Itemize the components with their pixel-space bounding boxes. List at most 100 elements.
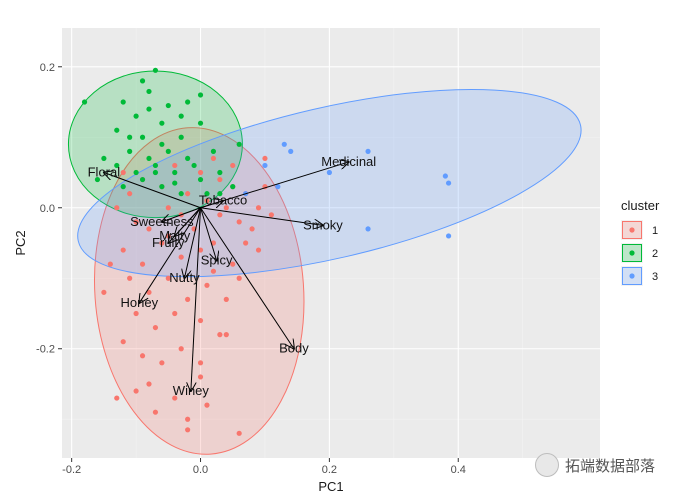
point-cluster-2 <box>120 99 126 105</box>
legend-label-1: 1 <box>652 225 658 237</box>
point-cluster-2 <box>185 155 191 162</box>
point-cluster-2 <box>159 120 165 126</box>
point-cluster-1 <box>178 346 184 352</box>
grid-lines <box>62 28 600 458</box>
point-cluster-1 <box>204 402 210 408</box>
point-cluster-3 <box>326 169 332 176</box>
loading-arrow-smoky <box>200 207 323 226</box>
point-cluster-1 <box>101 289 107 295</box>
point-cluster-1 <box>249 226 255 232</box>
loading-label-tobacco: Tobacco <box>199 193 247 208</box>
point-cluster-1 <box>204 198 210 204</box>
point-cluster-2 <box>204 191 210 197</box>
point-cluster-1 <box>204 282 210 288</box>
legend-label-3: 3 <box>652 271 658 283</box>
cluster-ellipse-1 <box>93 127 305 455</box>
point-cluster-3 <box>442 173 448 179</box>
point-cluster-1 <box>255 205 262 211</box>
loading-label-nutty: Nutty <box>169 270 200 285</box>
point-cluster-2 <box>133 113 139 119</box>
legend-point-2 <box>629 250 635 256</box>
point-cluster-1 <box>197 317 204 324</box>
point-cluster-1 <box>133 219 139 225</box>
loading-label-sweetness: Sweetness <box>130 214 194 229</box>
point-cluster-1 <box>185 427 191 433</box>
watermark: 拓端数据部落 <box>534 453 655 477</box>
legend-label-2: 2 <box>652 248 658 260</box>
loading-arrow-body <box>200 207 294 349</box>
point-cluster-2 <box>152 67 159 73</box>
point-cluster-1 <box>210 268 217 274</box>
x-tick-label: 0.2 <box>322 464 337 476</box>
wechat-logo-icon <box>534 453 559 477</box>
axes: -0.2 0.0 0.2 0.4 0.2 0.0 -0.2 PC1 PC2 <box>13 62 466 494</box>
point-cluster-1 <box>268 212 275 218</box>
loading-arrow-floral <box>104 173 201 209</box>
loading-arrow-medicinal <box>200 162 349 209</box>
point-cluster-1 <box>127 191 133 197</box>
point-cluster-1 <box>178 254 184 260</box>
point-cluster-2 <box>114 127 120 133</box>
point-cluster-1 <box>262 155 268 162</box>
point-cluster-1 <box>107 261 113 267</box>
loading-label-honey: Honey <box>121 295 159 310</box>
point-cluster-2 <box>217 169 223 176</box>
point-cluster-1 <box>114 205 120 211</box>
point-cluster-2 <box>146 106 152 112</box>
point-cluster-1 <box>159 360 165 366</box>
point-cluster-1 <box>120 247 126 253</box>
point-cluster-3 <box>445 233 452 239</box>
point-cluster-2 <box>133 169 139 176</box>
point-cluster-3 <box>365 226 371 232</box>
point-cluster-2 <box>139 176 146 183</box>
point-cluster-1 <box>197 374 204 380</box>
point-cluster-3 <box>288 148 294 154</box>
x-tick-label: 0.4 <box>451 464 466 476</box>
loading-arrow-spicy <box>200 207 217 261</box>
point-cluster-2 <box>210 148 217 154</box>
legend-point-3 <box>629 273 635 279</box>
point-cluster-1 <box>230 162 236 169</box>
loading-arrow-tobacco <box>200 201 224 209</box>
point-cluster-1 <box>139 261 146 267</box>
legend: cluster 1 2 3 <box>621 198 660 286</box>
loading-label-fruity: Fruity <box>152 235 185 250</box>
point-cluster-2 <box>230 184 236 190</box>
point-cluster-2 <box>139 78 146 84</box>
point-cluster-2 <box>236 141 242 147</box>
point-cluster-2 <box>114 162 120 169</box>
cluster-ellipse-3 <box>77 88 582 278</box>
point-cluster-2 <box>197 176 204 183</box>
point-cluster-1 <box>236 219 242 225</box>
legend-point-1 <box>629 227 635 233</box>
legend-title: cluster <box>621 198 660 213</box>
point-cluster-1 <box>185 416 191 422</box>
point-cluster-2 <box>81 99 88 105</box>
loading-arrow-winey <box>191 207 202 391</box>
point-cluster-1 <box>197 169 204 176</box>
point-cluster-2 <box>165 102 171 109</box>
plot-panel <box>62 28 600 458</box>
point-cluster-3 <box>275 184 281 190</box>
point-cluster-1 <box>223 332 229 338</box>
point-cluster-1 <box>236 275 242 281</box>
point-cluster-1 <box>255 247 262 253</box>
point-cluster-2 <box>178 113 184 119</box>
point-cluster-1 <box>197 360 204 366</box>
point-cluster-1 <box>120 339 126 345</box>
loading-labels: Medicinal Floral Tobacco Smoky SweetnessMalt… <box>88 154 377 398</box>
point-cluster-2 <box>191 162 197 169</box>
point-cluster-3 <box>445 180 452 186</box>
y-tick-label: 0.2 <box>40 62 55 74</box>
x-axis-title: PC1 <box>318 479 343 494</box>
point-cluster-1 <box>114 395 120 401</box>
point-cluster-2 <box>159 184 165 190</box>
point-cluster-1 <box>133 388 139 394</box>
point-cluster-2 <box>159 141 165 147</box>
point-cluster-1 <box>217 176 223 183</box>
point-cluster-2 <box>101 155 107 162</box>
loading-label-spicy: Spicy <box>201 253 233 268</box>
loading-arrow-nutty <box>184 207 202 278</box>
point-cluster-2 <box>120 184 126 190</box>
point-cluster-1 <box>133 310 139 317</box>
